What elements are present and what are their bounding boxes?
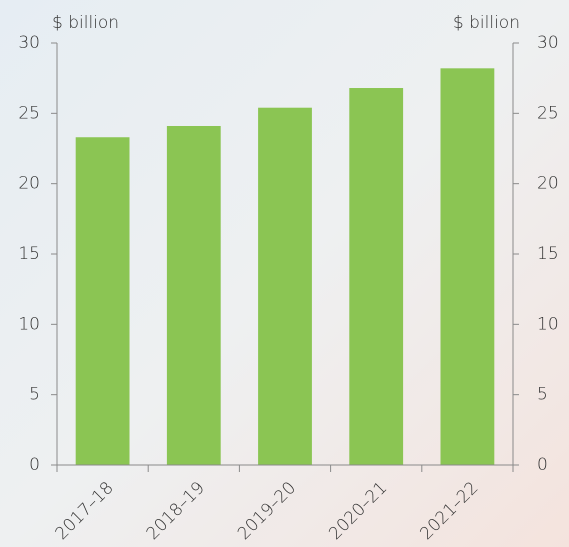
y-tick-label: 0 [29, 455, 40, 475]
y-tick-label: 30 [18, 33, 40, 53]
y-tick-label: 20 [18, 174, 40, 194]
y2-tick-label: 5 [537, 385, 548, 405]
bar [440, 68, 495, 465]
y2-tick-label: 30 [537, 33, 559, 53]
y-axis-label: $ billion [52, 13, 119, 33]
y2-tick-label: 25 [537, 103, 559, 123]
y2-tick-label: 0 [537, 455, 548, 475]
y2-axis-label: $ billion [453, 13, 520, 33]
bar [75, 137, 130, 465]
y2-tick-label: 20 [537, 174, 559, 194]
y2-tick-label: 10 [537, 314, 559, 334]
y-tick-label: 25 [18, 103, 40, 123]
y-tick-label: 5 [29, 385, 40, 405]
y-tick-label: 10 [18, 314, 40, 334]
bar [349, 88, 404, 465]
bar [258, 107, 312, 465]
y-tick-label: 15 [18, 244, 40, 264]
bar [166, 125, 221, 465]
y2-tick-label: 15 [537, 244, 559, 264]
